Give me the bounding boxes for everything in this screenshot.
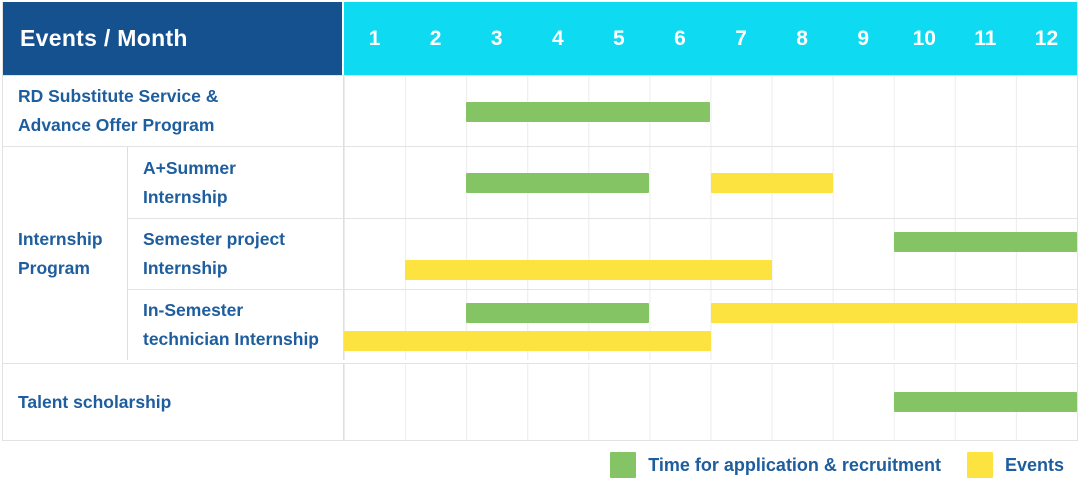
gantt-table: Events / Month 1 2 3 4 5 6 7 8 9 10 11 1…: [2, 2, 1078, 441]
month-label: 10: [912, 26, 936, 50]
month-label: 4: [551, 26, 564, 50]
group-label-line: Program: [18, 257, 90, 278]
group-label-line: Internship: [18, 228, 103, 249]
row-label-line: Internship: [143, 186, 228, 207]
internship-sub-rows: A+Summer Internship Semester project Int…: [128, 147, 1077, 360]
timeline-semester-project: [344, 219, 1077, 289]
gantt-bar-yellow: [344, 331, 711, 351]
yellow-swatch-icon: [966, 452, 993, 478]
row-group-separator: [3, 360, 1077, 363]
table-row-semester-project: Semester project Internship: [128, 218, 1077, 289]
month-label: 11: [974, 26, 997, 50]
table-row-a-plus-summer: A+Summer Internship: [128, 147, 1077, 218]
legend-label-events: Events: [1004, 454, 1064, 475]
table-row-in-semester-technician: In-Semester technician Internship: [128, 289, 1077, 360]
group-label-internship-program: Internship Program: [3, 147, 128, 360]
gantt-bar-green: [466, 303, 650, 323]
timeline-in-semester-technician: [344, 290, 1077, 360]
month-label: 6: [674, 26, 686, 50]
legend-item-events: Events: [966, 452, 1064, 478]
row-label-line: A+Summer: [143, 157, 236, 178]
row-label-in-semester-technician: In-Semester technician Internship: [128, 290, 344, 360]
internship-program-group: Internship Program A+Summer Internship S…: [3, 146, 1077, 360]
timeline-talent-scholarship: [344, 364, 1077, 440]
legend-item-application: Time for application & recruitment: [610, 452, 941, 478]
gantt-bar-green: [466, 173, 650, 193]
table-header-row: Events / Month 1 2 3 4 5 6 7 8 9 10 11 1…: [3, 2, 1077, 75]
table-row-talent-scholarship: Talent scholarship: [3, 363, 1077, 440]
row-label-line: Semester project: [143, 229, 286, 249]
table-row-rd-substitute: RD Substitute Service & Advance Offer Pr…: [3, 75, 1077, 146]
month-label: 2: [429, 26, 442, 50]
gantt-bar-green: [893, 392, 1077, 412]
gantt-bar-yellow: [710, 173, 833, 193]
row-label-line: Internship: [143, 258, 228, 278]
month-header-strip: 1 2 3 4 5 6 7 8 9 10 11 12: [344, 2, 1077, 75]
timeline-a-plus-summer: [344, 147, 1077, 218]
month-label: 3: [490, 26, 503, 50]
row-label-semester-project: Semester project Internship: [128, 219, 344, 289]
month-label: 7: [735, 26, 747, 50]
legend: Time for application & recruitment Event…: [2, 441, 1078, 489]
month-label: 8: [796, 26, 808, 50]
row-label-line: RD Substitute Service &: [18, 86, 219, 106]
gantt-bar-yellow: [405, 260, 772, 280]
row-label-talent-scholarship: Talent scholarship: [3, 364, 344, 440]
row-label-a-plus-summer: A+Summer Internship: [128, 147, 344, 218]
row-label-rd-substitute: RD Substitute Service & Advance Offer Pr…: [3, 76, 344, 146]
gantt-bar-green: [893, 232, 1077, 252]
month-label: 5: [613, 26, 625, 50]
gantt-bar-green: [466, 102, 711, 122]
green-swatch-icon: [610, 452, 637, 478]
events-month-header: Events / Month: [3, 2, 342, 75]
gantt-bar-yellow: [710, 303, 1077, 323]
row-label-line: technician Internship: [143, 329, 319, 349]
month-label: 1: [368, 26, 381, 50]
row-label-line: Advance Offer Program: [18, 115, 215, 135]
row-label-line: Talent scholarship: [18, 391, 172, 412]
row-label-line: In-Semester: [143, 300, 244, 320]
month-label: 9: [857, 26, 870, 50]
timeline-rd-substitute: [344, 76, 1077, 146]
month-label: 12: [1034, 26, 1059, 50]
legend-label-application: Time for application & recruitment: [648, 454, 941, 475]
